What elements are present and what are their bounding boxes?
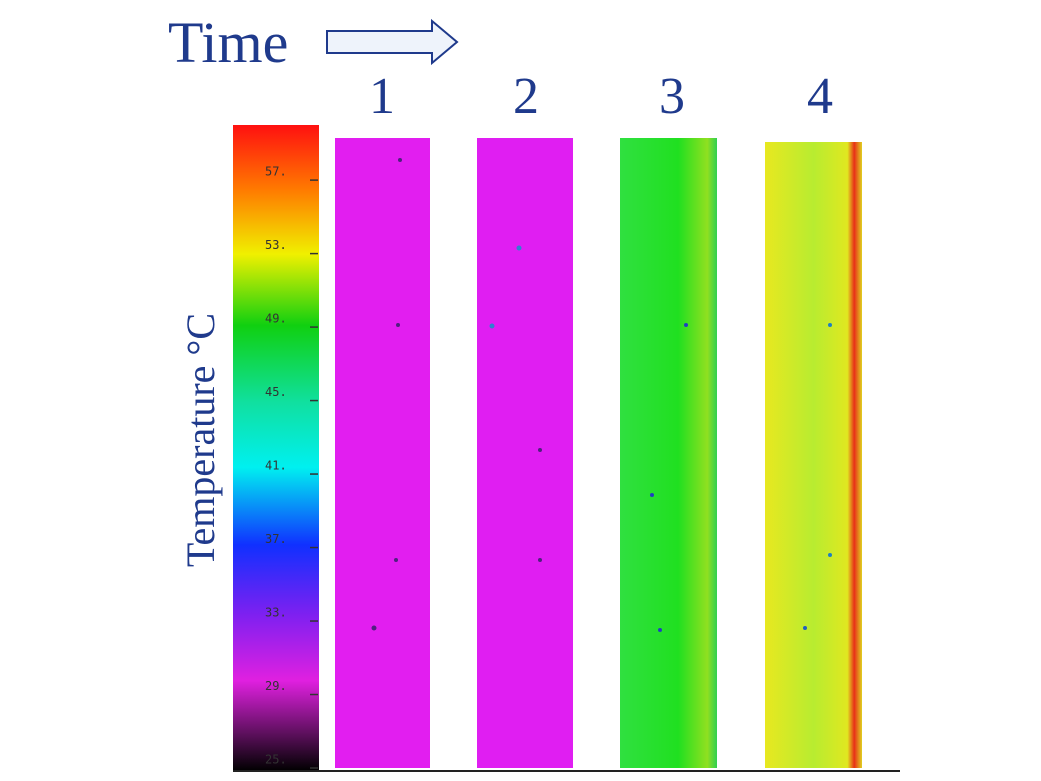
tick-label: 25. bbox=[265, 753, 287, 767]
tick-label: 53. bbox=[265, 238, 287, 252]
tick-label: 57. bbox=[265, 165, 287, 179]
title: Time bbox=[168, 10, 288, 75]
panel-labels: 1 2 3 4 bbox=[369, 68, 833, 125]
time-arrow bbox=[326, 18, 459, 66]
colorbar bbox=[233, 125, 319, 771]
panel-label: 1 bbox=[369, 68, 395, 125]
tick-label: 29. bbox=[265, 679, 287, 693]
strip-4 bbox=[765, 142, 862, 768]
strip-dots bbox=[371, 158, 832, 632]
strip-3 bbox=[620, 138, 717, 768]
colorbar-label: Temperature °C bbox=[178, 313, 223, 567]
strip-2 bbox=[477, 138, 573, 768]
tick-label: 37. bbox=[265, 532, 287, 546]
panel-label: 4 bbox=[807, 68, 833, 125]
panel-label: 2 bbox=[513, 68, 539, 125]
colorbar-ticks: 57. 53. 49. 45. 41. 37. 33. 29. 25. bbox=[265, 165, 318, 769]
tick-label: 45. bbox=[265, 385, 287, 399]
tick-label: 33. bbox=[265, 606, 287, 620]
tick-label: 49. bbox=[265, 312, 287, 326]
panel-label: 3 bbox=[659, 68, 685, 125]
strip-1 bbox=[335, 138, 430, 768]
tick-label: 41. bbox=[265, 459, 287, 473]
